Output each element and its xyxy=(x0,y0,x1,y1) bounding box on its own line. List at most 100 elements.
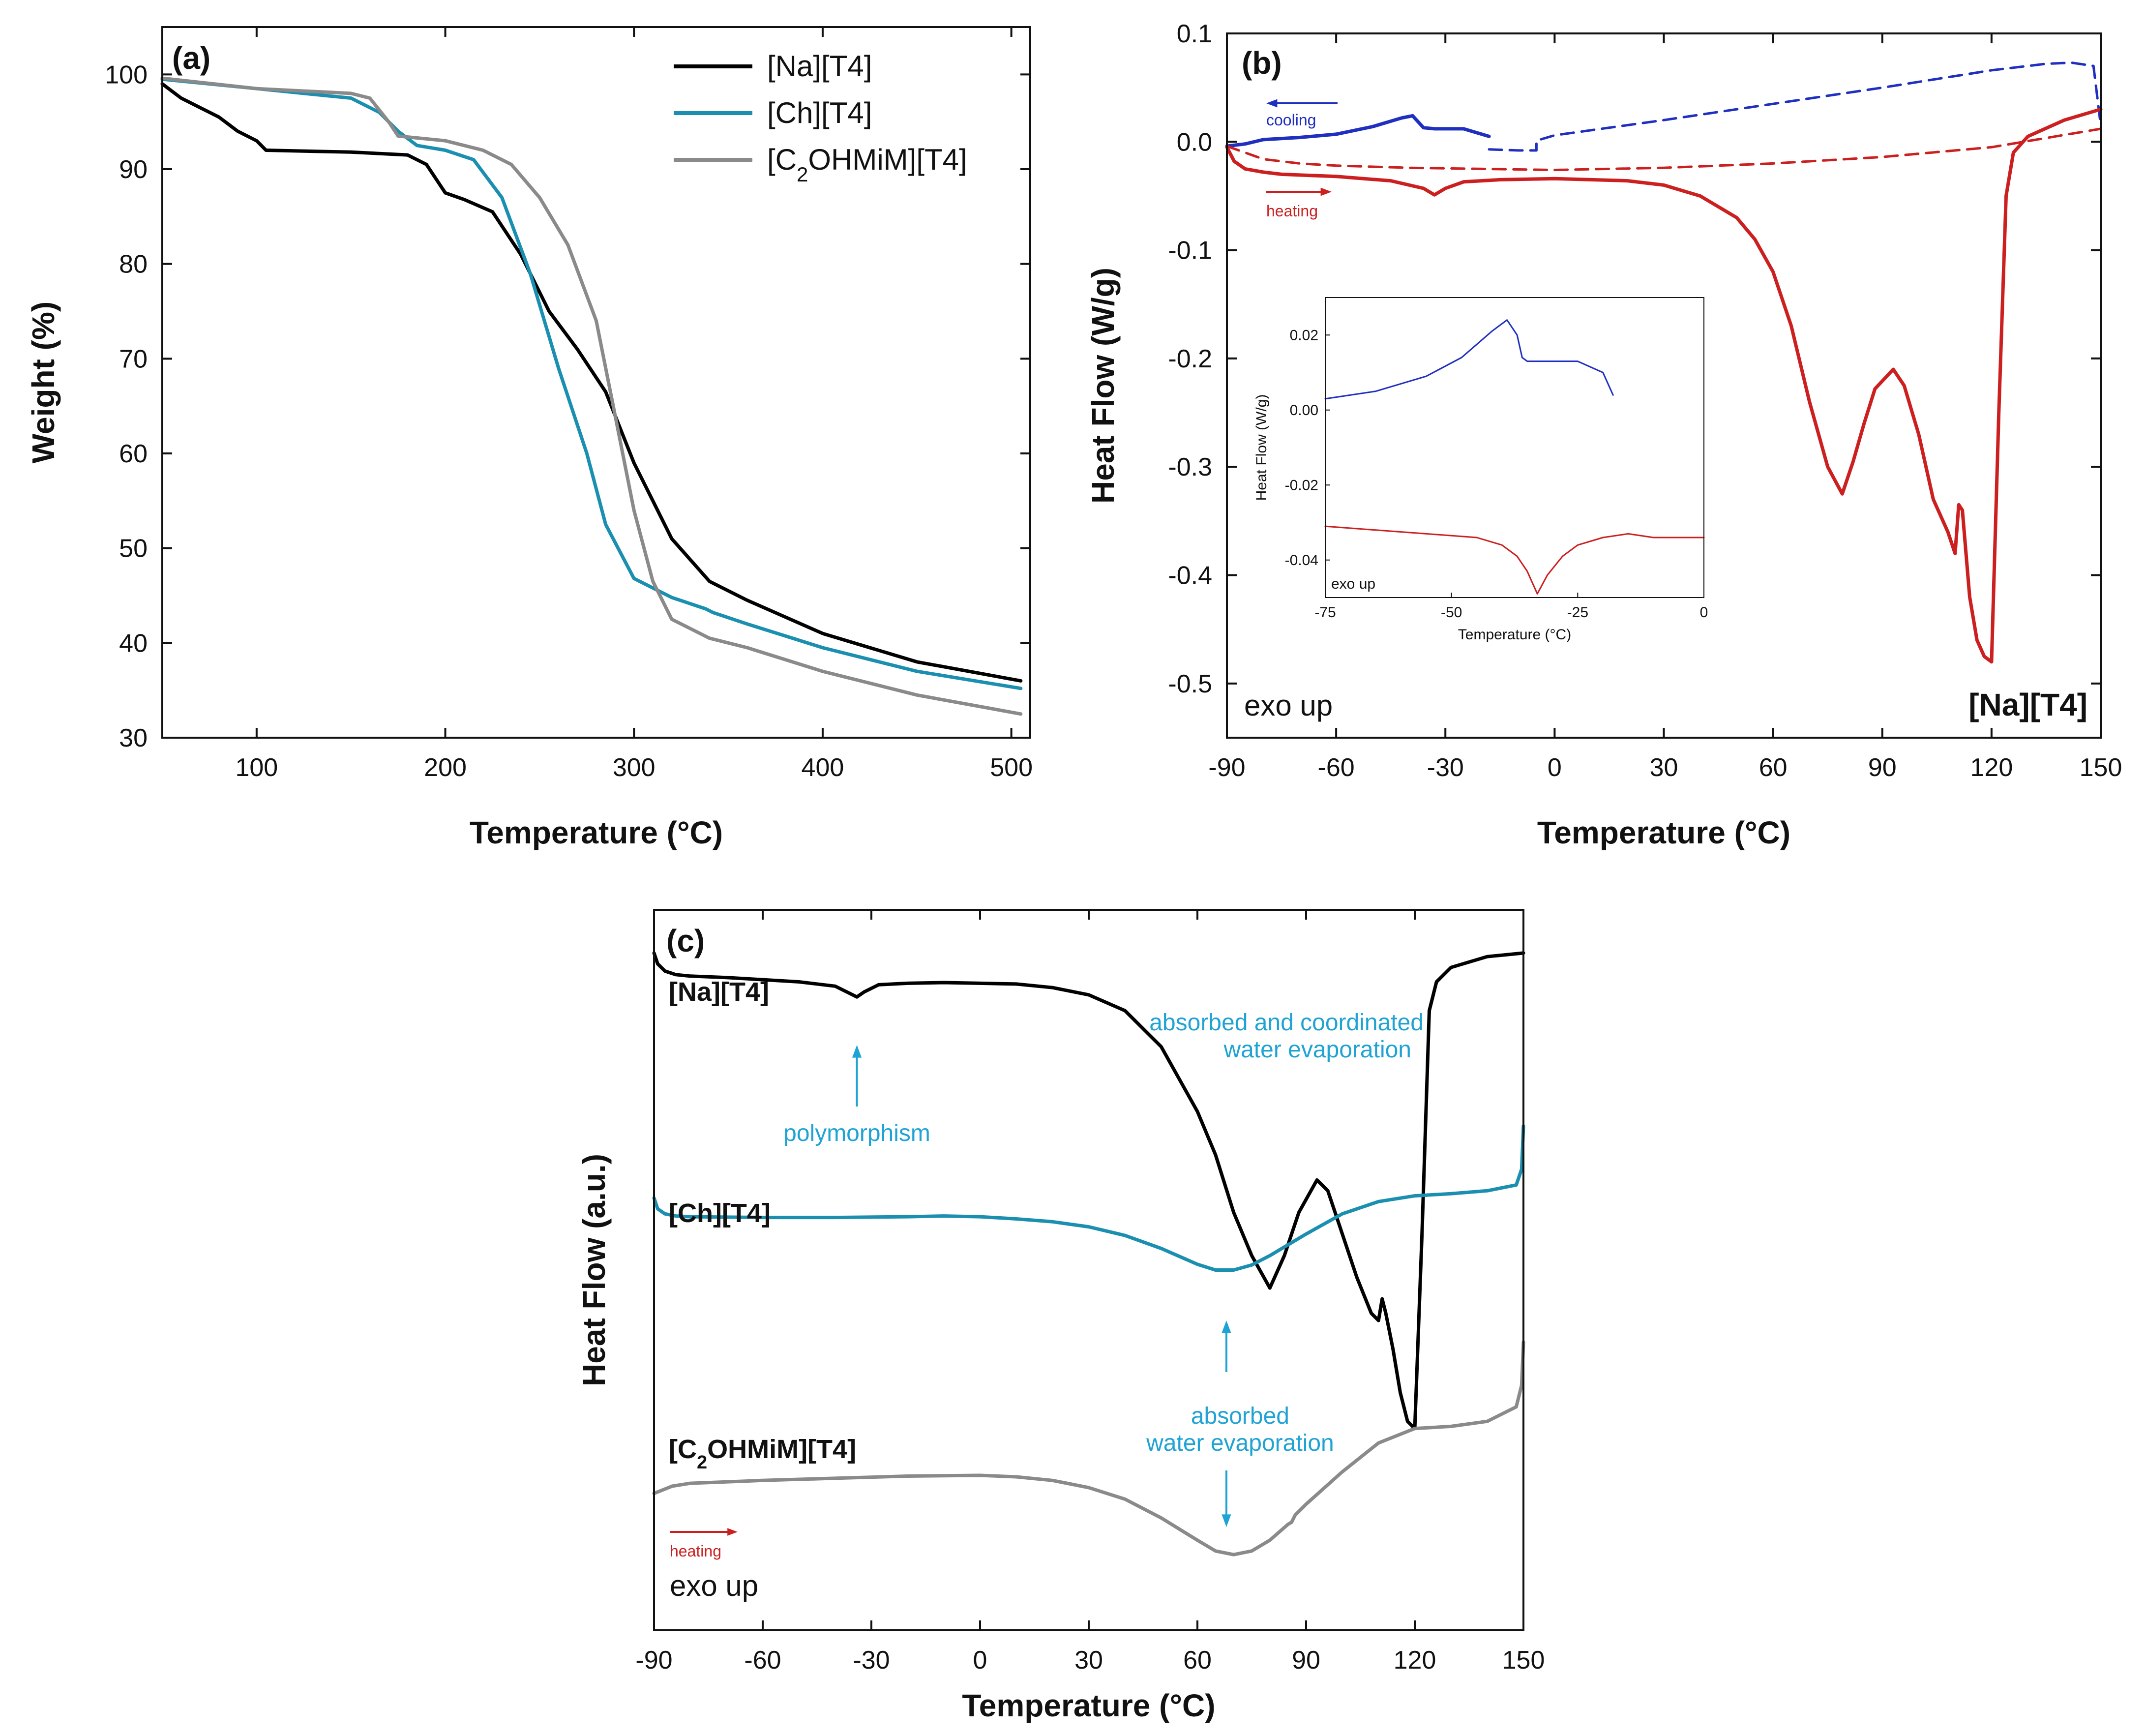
x-tick-label: 60 xyxy=(1183,1646,1212,1675)
y-tick-label: 100 xyxy=(105,60,148,89)
series-line-2 xyxy=(160,76,1023,716)
legend-entry-2: [C2OHMiM][T4] xyxy=(767,143,967,186)
series-line-2 xyxy=(652,1340,1525,1556)
x-tick-label: 60 xyxy=(1759,753,1788,782)
heating-arrow-head xyxy=(727,1528,738,1536)
y-axis-title: Heat Flow (W/g) xyxy=(1085,268,1121,504)
inset-y-tick-label: 0.02 xyxy=(1290,327,1318,343)
heating-label: heating xyxy=(670,1542,721,1560)
x-tick-label: 0 xyxy=(1548,753,1562,782)
x-tick-label: 400 xyxy=(802,753,844,782)
exo-up-label: exo up xyxy=(670,1569,758,1602)
heating-arrow-head xyxy=(1320,187,1332,196)
inset-y-tick-label: -0.04 xyxy=(1285,552,1318,569)
y-tick-label: -0.5 xyxy=(1168,670,1212,698)
polymorphism-label: polymorphism xyxy=(783,1120,930,1146)
x-tick-label: 90 xyxy=(1292,1646,1320,1675)
cooling-arrow-head xyxy=(1266,99,1278,108)
inset-series-line-inset_heating xyxy=(1324,525,1705,595)
x-tick-label: -60 xyxy=(1318,753,1355,782)
panel-label: (c) xyxy=(666,923,705,958)
coordinated-water-label-2: water evaporation xyxy=(1223,1037,1411,1063)
series-line-1 xyxy=(652,1124,1525,1272)
y-tick-label: 90 xyxy=(119,155,148,184)
series-line-heating_dashed xyxy=(1225,127,2102,172)
y-tick-label: 30 xyxy=(119,724,148,752)
x-tick-label: 0 xyxy=(973,1646,987,1675)
y-tick-label: -0.4 xyxy=(1168,562,1212,590)
x-tick-label: -30 xyxy=(853,1646,890,1675)
x-tick-label: 150 xyxy=(1502,1646,1545,1675)
series-label-text: OHMiM][T4] xyxy=(707,1435,856,1464)
x-tick-label: 100 xyxy=(235,753,278,782)
x-axis-title: Temperature (°C) xyxy=(470,815,723,850)
inset-x-tick-label: -75 xyxy=(1314,604,1336,621)
x-tick-label: 120 xyxy=(1394,1646,1436,1675)
y-tick-label: 50 xyxy=(119,535,148,563)
exo-up-label: exo up xyxy=(1244,689,1333,722)
series-line-heating_solid xyxy=(1225,107,2103,664)
x-tick-label: 200 xyxy=(424,753,467,782)
polymorphism-arrow-head xyxy=(852,1045,862,1058)
panel-b: -90 -60 -30 0 30 60 90 120 150 0.1 0.0 -0.1 -0.2 -0.3… xyxy=(1085,20,2122,850)
y-axis-title: Heat Flow (a.u.) xyxy=(576,1154,612,1386)
y-tick-label: -0.3 xyxy=(1168,453,1212,481)
y-tick-label: -0.2 xyxy=(1168,345,1212,373)
x-axis-title: Temperature (°C) xyxy=(962,1688,1215,1723)
legend-text: [C xyxy=(767,143,797,176)
panel-c: -90 -60 -30 0 30 60 90 120 150 Temperature (°C) He… xyxy=(576,909,1545,1723)
series-line-0 xyxy=(160,82,1023,683)
x-tick-label: 500 xyxy=(990,753,1033,782)
x-tick-label: 30 xyxy=(1650,753,1678,782)
inset-series-line-inset_cooling xyxy=(1324,319,1614,400)
inset-x-axis-title: Temperature (°C) xyxy=(1458,627,1571,643)
y-tick-label: 40 xyxy=(119,629,148,658)
inset-x-tick-label: 0 xyxy=(1700,604,1708,621)
plot-frame-a xyxy=(161,26,1031,739)
series-line-cooling_solid xyxy=(1225,114,1491,148)
y-tick-label: 0.0 xyxy=(1177,128,1212,156)
panel-label: (b) xyxy=(1242,45,1282,81)
y-tick-label: 80 xyxy=(119,250,148,279)
series-label-subscript: 2 xyxy=(697,1452,707,1473)
absorbed-water-label-2: water evaporation xyxy=(1146,1430,1334,1456)
plot-frame-c xyxy=(653,909,1524,1631)
series-label-na: [Na][T4] xyxy=(669,977,769,1007)
absorbed-arrow-up-head xyxy=(1222,1320,1231,1333)
y-tick-label: 60 xyxy=(119,440,148,468)
inset-y-tick-label: -0.02 xyxy=(1285,477,1318,493)
series-line-0 xyxy=(652,951,1525,1431)
series-line-cooling_dashed xyxy=(1488,61,2102,152)
panel-label: (a) xyxy=(172,40,210,76)
inset-y-axis-title: Heat Flow (W/g) xyxy=(1253,394,1270,501)
x-tick-label: -30 xyxy=(1427,753,1464,782)
plot-frame-b xyxy=(1226,32,2102,739)
inset-frame xyxy=(1325,297,1704,598)
sample-label: [Na][T4] xyxy=(1968,687,2087,722)
x-tick-label: -60 xyxy=(744,1646,781,1675)
x-tick-label: 30 xyxy=(1074,1646,1103,1675)
absorbed-arrow-down-head xyxy=(1222,1514,1231,1527)
legend-subscript: 2 xyxy=(797,163,808,186)
legend-text: OHMiM][T4] xyxy=(808,143,967,176)
y-axis-title: Weight (%) xyxy=(26,301,61,463)
inset-exo-up-label: exo up xyxy=(1331,576,1375,592)
y-tick-label: -0.1 xyxy=(1168,237,1212,265)
x-tick-label: -90 xyxy=(635,1646,672,1675)
series-label-ch: [Ch][T4] xyxy=(669,1198,771,1228)
heating-label: heating xyxy=(1266,202,1318,220)
coordinated-water-label-1: absorbed and coordinated xyxy=(1149,1010,1424,1036)
inset-x-tick-label: -25 xyxy=(1567,604,1588,621)
absorbed-water-label-1: absorbed xyxy=(1191,1403,1289,1429)
series-label-c2ohmim: [C2OHMiM][T4] xyxy=(669,1435,856,1473)
x-tick-label: -90 xyxy=(1208,753,1245,782)
x-tick-label: 300 xyxy=(613,753,656,782)
inset-y-tick-label: 0.00 xyxy=(1290,402,1318,419)
x-axis-title: Temperature (°C) xyxy=(1537,815,1790,850)
legend-entry-1: [Ch][T4] xyxy=(767,96,872,129)
series-label-text: [C xyxy=(669,1435,697,1464)
x-tick-label: 90 xyxy=(1868,753,1897,782)
inset-background xyxy=(1325,298,1704,598)
y-tick-label: 70 xyxy=(119,345,148,373)
